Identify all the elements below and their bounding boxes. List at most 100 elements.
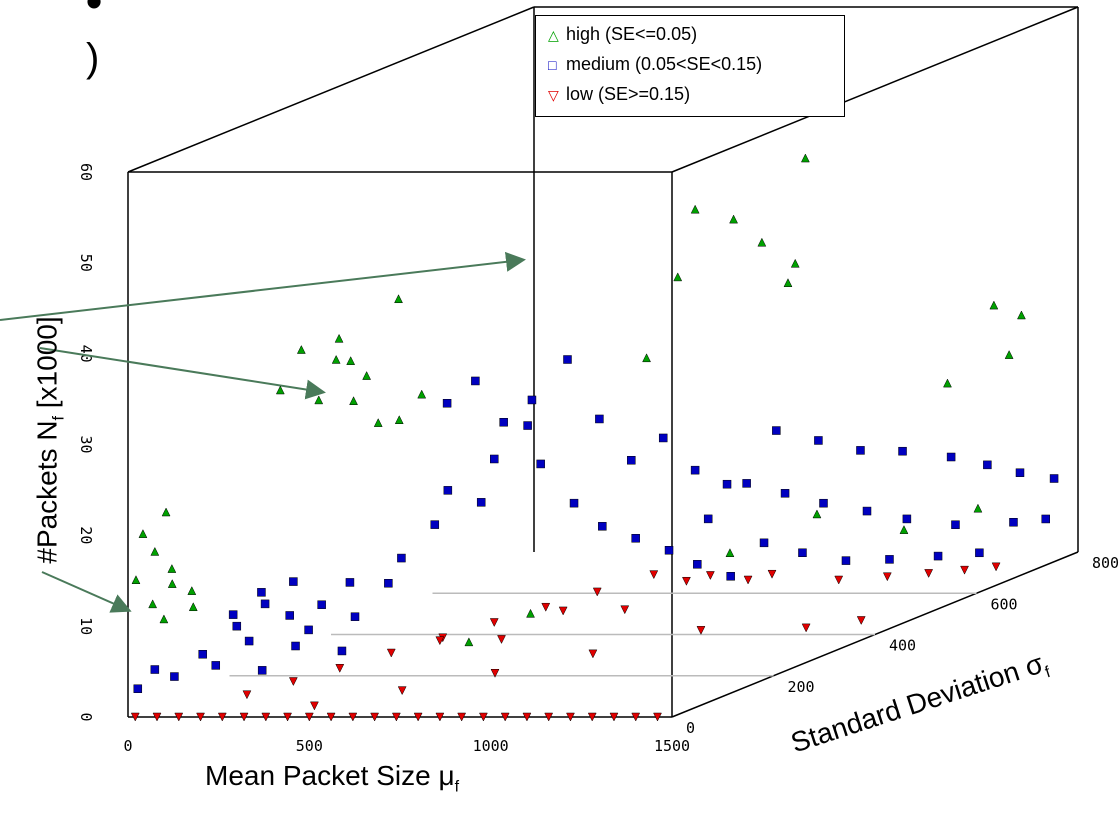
z-tick-label: 400 [889,637,916,655]
data-point [609,712,619,722]
annotation-arrow [41,571,132,613]
y-tick-label: 40 [77,345,95,363]
data-point [397,553,406,563]
data-point [1009,518,1018,527]
data-point [1049,474,1059,483]
data-point [291,641,300,651]
data-point [174,712,184,722]
data-point [834,575,844,585]
y-axis-label: #Packets Nf [x1000] [31,316,68,564]
data-point [856,616,866,626]
data-point [588,649,598,659]
y-tick-label: 30 [77,435,95,453]
data-point [239,712,249,722]
data-point [592,587,602,597]
data-point [242,690,252,700]
y-tick-label: 0 [77,712,95,721]
data-point [413,712,423,722]
data-point [317,600,326,609]
data-point [757,237,767,247]
data-point [489,618,499,628]
data-point [783,278,793,287]
data-point [334,333,344,343]
data-point [983,460,992,470]
data-point [457,712,467,722]
data-point [337,646,347,656]
data-point [800,153,810,163]
data-point [631,712,641,722]
x-axis-label: Mean Packet Size μf [205,760,460,796]
data-point [527,395,537,405]
data-point [159,614,169,624]
data-point [729,214,738,224]
z-tick-label: 200 [788,678,815,696]
data-point [653,712,662,722]
data-point [217,712,227,722]
data-point [946,452,956,462]
data-point [350,612,360,621]
data-point [862,506,872,516]
data-point [310,701,319,711]
data-point [703,514,713,524]
data-point [973,503,983,513]
data-point [780,489,790,498]
data-point [314,395,324,405]
data-point [693,560,702,569]
data-point [150,665,160,674]
data-point [951,520,960,529]
data-point [759,538,769,548]
data-point [658,433,668,443]
data-point [960,565,969,575]
data-point [131,575,141,584]
data-point [152,712,162,722]
data-point [130,712,140,722]
data-point [627,456,636,465]
data-point [682,576,691,586]
data-point [394,294,403,304]
box-edge [127,6,535,173]
annotation-arrows [0,251,526,613]
data-point [725,548,735,557]
data-point [304,625,313,635]
data-point [397,686,407,696]
data-point [391,712,401,722]
data-point [148,599,158,609]
data-point [497,635,506,644]
data-point [856,446,865,455]
data-point [500,712,510,722]
data-point [726,572,735,581]
data-point [257,666,267,675]
data-point [696,626,706,635]
z-tick-label: 600 [991,595,1018,613]
data-point [587,712,597,722]
data-point [464,637,474,647]
y-tick-label: 60 [77,163,95,181]
plot-box [127,6,1079,718]
data-point [471,376,480,386]
data-point [885,555,894,564]
data-point [187,586,197,595]
data-point [283,712,292,722]
data-point [386,648,396,658]
data-point [673,272,683,282]
data-point [335,664,345,673]
data-point [304,712,314,722]
data-point [138,529,148,538]
data-points [130,153,1059,722]
data-point [150,546,160,556]
data-point [569,498,579,508]
box-edge [671,6,1079,173]
data-point [442,399,452,408]
legend-item-medium: □ medium (0.05<SE<0.15) [548,54,763,74]
data-point [798,548,807,557]
data-point [902,514,912,524]
data-point [232,621,242,631]
data-point [1041,514,1050,524]
data-point [170,672,179,681]
data-point [598,522,607,531]
cropped-text-paren: ) [86,36,100,80]
data-point [841,556,851,565]
data-point [541,602,551,612]
